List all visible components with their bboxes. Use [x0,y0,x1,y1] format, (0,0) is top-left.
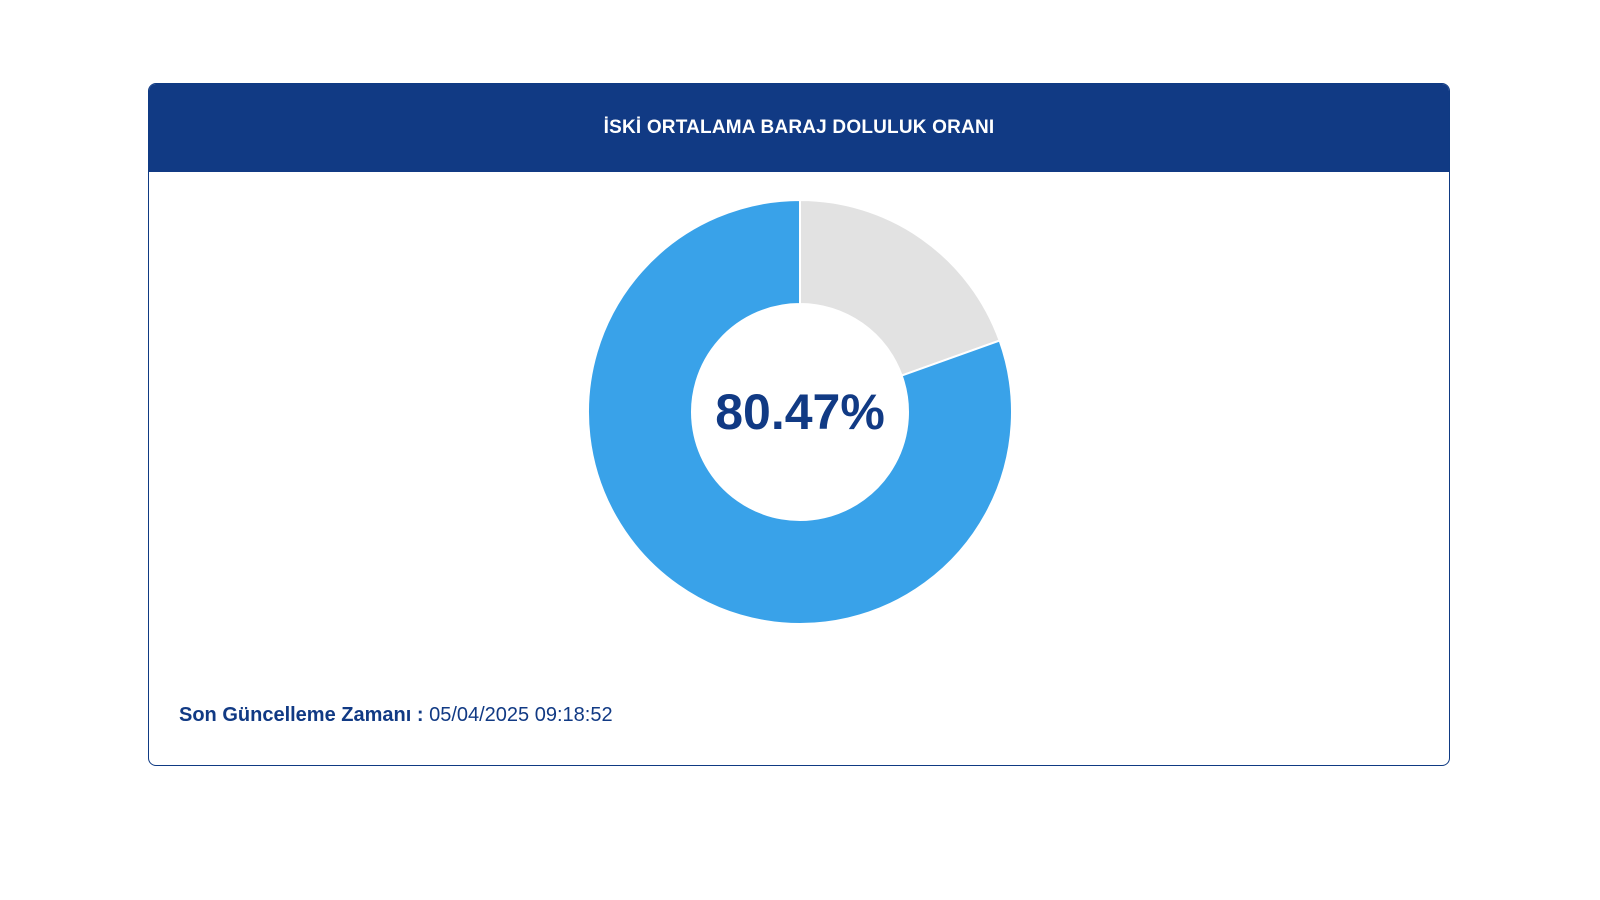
donut-slice-filled [587,198,1013,625]
donut-chart-container: 80.47% [149,172,1449,652]
donut-slice-empty [799,198,1001,377]
last-update: Son Güncelleme Zamanı : 05/04/2025 09:18… [179,704,613,727]
last-update-value: 05/04/2025 09:18:52 [429,704,613,726]
card-title: İSKİ ORTALAMA BARAJ DOLULUK ORANI [603,117,995,138]
center-percentage-label: 80.47% [715,384,885,440]
card-header: İSKİ ORTALAMA BARAJ DOLULUK ORANI [149,84,1449,172]
donut-chart: 80.47% [587,198,1013,625]
dam-occupancy-card: İSKİ ORTALAMA BARAJ DOLULUK ORANI 80.47%… [148,83,1450,766]
last-update-label: Son Güncelleme Zamanı : [179,704,424,726]
